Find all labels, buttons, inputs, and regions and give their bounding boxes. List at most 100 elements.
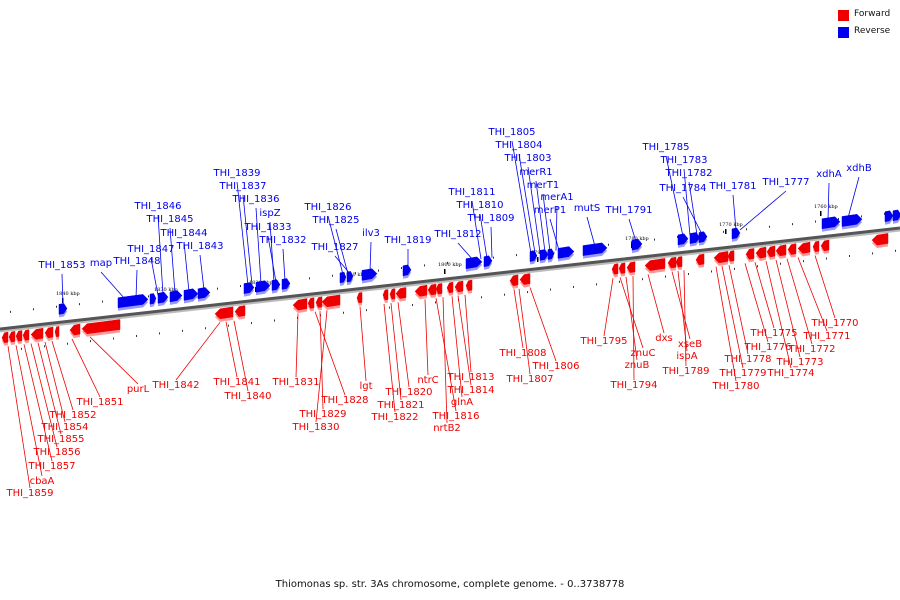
reverse-gene-label: THI_1832 xyxy=(258,235,306,246)
minor-tick xyxy=(757,265,758,268)
forward-gene-label: THI_1829 xyxy=(298,409,346,420)
forward-gene-label: THI_1770 xyxy=(810,318,858,329)
leader-line xyxy=(490,226,493,258)
leader-line xyxy=(390,303,402,401)
leader-line xyxy=(786,258,813,345)
reverse-gene-label: xdhB xyxy=(846,163,872,174)
leader-line xyxy=(732,194,737,231)
forward-gene-label: THI_1859 xyxy=(5,488,53,499)
forward-gene-label: znuB xyxy=(625,360,650,371)
forward-gene xyxy=(315,296,323,308)
leader-line xyxy=(535,180,546,252)
minor-tick xyxy=(343,311,344,314)
minor-tick xyxy=(849,254,850,257)
forward-gene-label: lgt xyxy=(359,381,372,392)
leader-line xyxy=(255,207,262,284)
minor-tick xyxy=(539,251,540,254)
reverse-gene xyxy=(539,249,549,261)
leader-line xyxy=(797,257,828,332)
forward-gene-label: THI_1813 xyxy=(446,372,494,383)
scale-tick-mark xyxy=(537,257,539,262)
forward-gene-label: THI_1794 xyxy=(609,380,657,391)
reverse-gene xyxy=(677,233,689,246)
forward-gene-label: THI_1776 xyxy=(743,342,791,353)
leader-line xyxy=(847,176,860,218)
leader-line xyxy=(671,271,691,340)
forward-gene-label: THI_1807 xyxy=(505,374,553,385)
forward-gene xyxy=(871,233,889,246)
leader-line xyxy=(30,343,58,448)
reverse-gene-label: THI_1784 xyxy=(658,183,706,194)
leader-line xyxy=(511,140,532,254)
forward-gene-label: THI_1854 xyxy=(40,422,88,433)
forward-gene-label: dxs xyxy=(655,333,672,344)
reverse-gene-label: THI_1785 xyxy=(641,142,689,153)
forward-gene xyxy=(321,294,341,308)
leader-line xyxy=(603,278,614,337)
forward-gene xyxy=(454,280,464,293)
leader-line xyxy=(628,218,637,242)
minor-tick xyxy=(803,260,804,263)
minor-tick xyxy=(769,225,770,228)
forward-gene-label: THI_1841 xyxy=(212,377,260,388)
minor-tick xyxy=(251,322,252,325)
reverse-gene-label: THI_1848 xyxy=(112,256,160,267)
forward-gene-label: purL xyxy=(127,384,150,395)
leader-line xyxy=(315,310,328,423)
legend-reverse: Reverse xyxy=(838,25,898,39)
forward-gene xyxy=(15,330,23,342)
reverse-gene-label: THI_1846 xyxy=(133,201,181,212)
reverse-gene xyxy=(281,278,291,290)
forward-gene xyxy=(292,298,308,311)
leader-line xyxy=(471,200,482,260)
reverse-gene-label: xdhA xyxy=(816,169,842,180)
legend-forward-label: Forward xyxy=(854,9,891,19)
minor-tick xyxy=(44,345,45,348)
forward-gene xyxy=(44,326,54,339)
reverse-gene xyxy=(243,282,255,294)
leader-line xyxy=(89,336,139,385)
leader-line xyxy=(359,306,367,382)
leader-line xyxy=(150,257,159,296)
leader-line xyxy=(518,153,536,254)
reverse-gene xyxy=(169,290,183,303)
forward-gene xyxy=(395,287,407,299)
forward-gene xyxy=(787,243,797,255)
leader-line xyxy=(442,297,448,424)
forward-gene-label: THI_1830 xyxy=(291,422,339,433)
leader-line xyxy=(183,241,190,292)
leader-line xyxy=(479,213,488,259)
forward-gene xyxy=(414,284,428,297)
minor-tick xyxy=(493,256,494,259)
minor-tick xyxy=(401,267,402,270)
reverse-gene-label: THI_1804 xyxy=(494,140,542,151)
reverse-gene-label: THI_1853 xyxy=(37,260,85,271)
leader-line xyxy=(282,248,286,282)
leader-line xyxy=(457,242,474,261)
forward-gene xyxy=(435,283,443,295)
forward-gene-label: THI_1816 xyxy=(431,411,479,422)
minor-tick xyxy=(872,252,873,255)
minor-tick xyxy=(608,243,609,246)
leader-line xyxy=(295,313,299,378)
forward-gene-label: THI_1806 xyxy=(531,361,579,372)
reverse-gene-label: THI_1777 xyxy=(761,177,809,188)
reverse-gene-label: THI_1847 xyxy=(126,244,174,255)
forward-gene xyxy=(427,283,437,296)
leader-line xyxy=(549,218,560,251)
forward-gene-label: THI_1789 xyxy=(661,366,709,377)
forward-gene xyxy=(611,263,619,275)
leader-line xyxy=(814,255,836,319)
leader-line xyxy=(314,311,346,396)
minor-tick xyxy=(309,277,310,280)
minor-tick xyxy=(516,254,517,257)
minor-tick xyxy=(389,306,390,309)
forward-gene xyxy=(54,326,60,338)
forward-gene-label: nrtB2 xyxy=(433,423,461,434)
forward-gene-label: THI_1772 xyxy=(787,344,835,355)
forward-gene-label: THI_1773 xyxy=(775,357,823,368)
leader-line xyxy=(625,276,638,361)
minor-tick xyxy=(366,309,367,312)
leader-line xyxy=(683,270,687,367)
forward-gene xyxy=(797,241,811,254)
